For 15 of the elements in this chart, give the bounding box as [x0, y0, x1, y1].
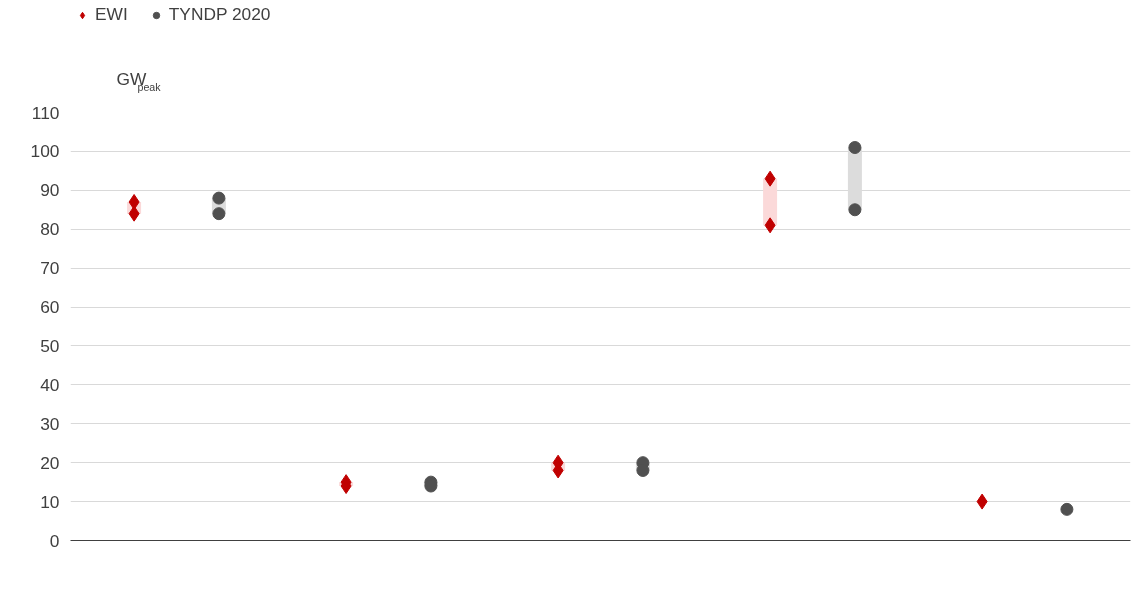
y-tick-label: 50	[40, 335, 60, 356]
y-tick-label: 100	[30, 141, 60, 162]
y-axis-title: GWpeak	[116, 68, 162, 93]
y-tick-label: 30	[40, 413, 60, 434]
y-tick-label: 0	[49, 530, 60, 551]
legend-label: EWI	[95, 4, 128, 25]
y-tick-label: 40	[40, 374, 60, 395]
y-tick-label: 80	[40, 219, 60, 240]
y-tick-label: 60	[40, 297, 60, 318]
legend-label: TYNDP 2020	[168, 4, 271, 25]
y-tick-label: 110	[31, 102, 60, 123]
y-tick-label: 10	[40, 491, 60, 512]
y-tick-label: 90	[40, 180, 60, 201]
y-tick-label: 20	[40, 452, 60, 473]
y-tick-label: 70	[40, 258, 60, 279]
